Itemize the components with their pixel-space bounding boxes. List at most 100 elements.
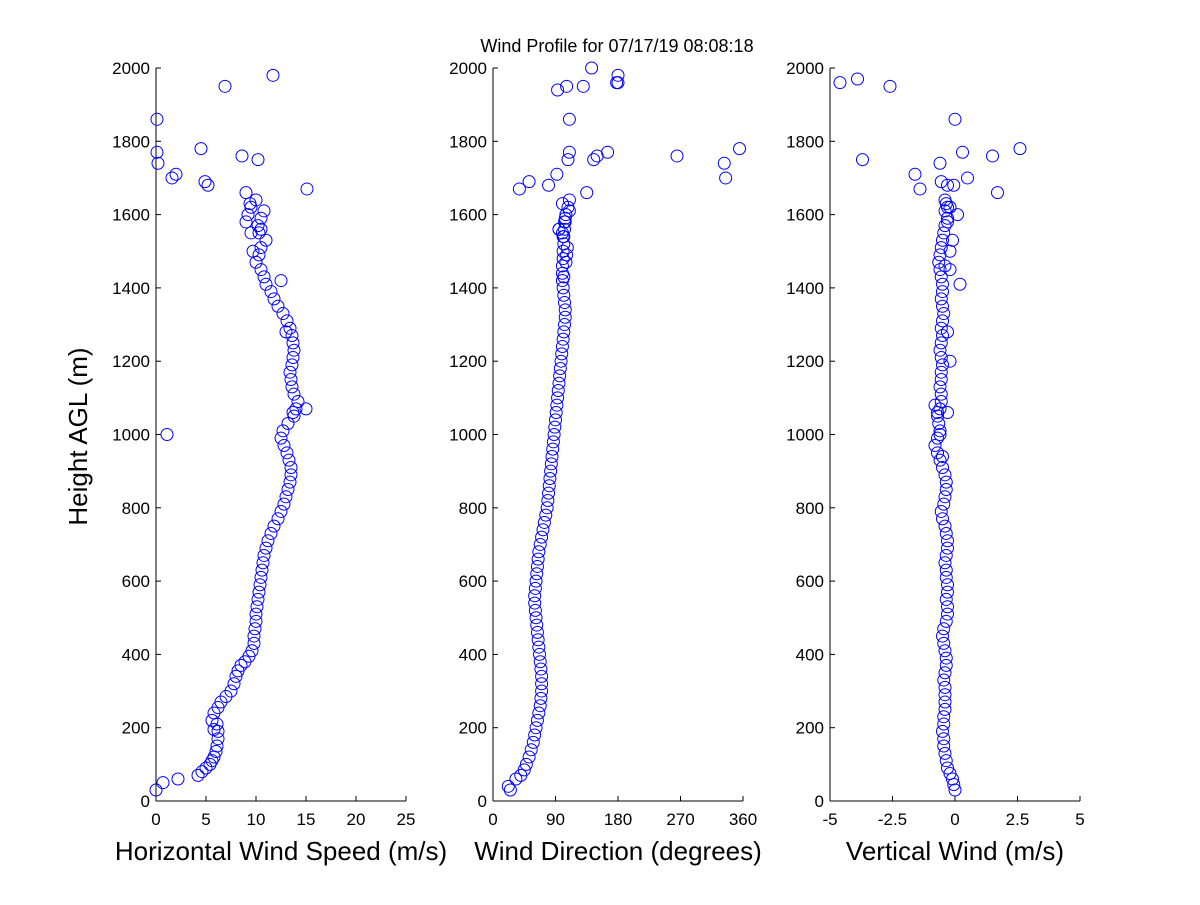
panel-1-data-point	[259, 277, 273, 291]
panel-3-data-point	[938, 219, 952, 233]
panel-2-data-point	[551, 384, 565, 398]
panel-3-data-point	[943, 263, 957, 277]
panel-2-data-point	[542, 486, 556, 500]
panel-1-data-point	[205, 754, 219, 768]
panel-1-x-tick-label: 25	[397, 810, 416, 829]
panel-1-data-point	[254, 263, 268, 277]
panel-2-y-tick-label: 1800	[449, 132, 487, 151]
panel-2-data-point	[534, 662, 548, 676]
panel-1-y-tick-label: 800	[122, 499, 150, 518]
panel-1-data-point	[239, 186, 253, 200]
panel-1-data-point	[247, 636, 261, 650]
panel-3-data-point	[936, 449, 949, 463]
panel-3-data-point	[937, 710, 951, 724]
panel-1-data-point	[156, 776, 170, 790]
panel-2-data-point	[560, 248, 574, 262]
panel-1-data-point	[195, 765, 209, 779]
panel-1-data-point	[287, 387, 301, 401]
panel-1-data-point	[267, 519, 281, 533]
panel-3-data-point	[936, 629, 949, 643]
panel-3-data-point	[833, 76, 847, 90]
panel-3-data-point	[928, 438, 942, 452]
panel-1-data-point	[286, 336, 300, 350]
panel-2-data-point	[585, 61, 599, 75]
chart-title: Wind Profile for 07/17/19 08:08:18	[480, 36, 753, 56]
panel-3-y-tick-label: 1000	[786, 426, 824, 445]
panel-1-data-point	[246, 244, 260, 258]
panel-2-data-point	[549, 406, 563, 420]
panel-3-data-point	[931, 431, 944, 445]
panel-3-data-point	[933, 453, 947, 467]
panel-3-data-point	[939, 592, 953, 606]
panel-3-y-tick-label: 1400	[786, 279, 824, 298]
panel-2-data-point	[543, 471, 557, 485]
panel-1-data-point	[191, 768, 205, 782]
panel-1-data-point	[245, 644, 259, 658]
panel-1-data-point	[299, 402, 313, 416]
panel-1-x-tick-label: 10	[247, 810, 266, 829]
panel-1-data-point	[194, 142, 208, 156]
panel-2-data-point	[553, 362, 567, 376]
panel-1-x-tick-label: 20	[347, 810, 366, 829]
panel-3-data-point	[936, 314, 949, 328]
panel-1-y-tick-label: 1800	[112, 132, 150, 151]
panel-1-data-point	[284, 373, 298, 387]
panel-1-data-point	[266, 68, 280, 82]
panel-1-data-point	[284, 468, 298, 482]
panel-1-data-point	[289, 402, 303, 416]
panel-3-data-point	[933, 424, 947, 438]
panel-1-data-point	[207, 723, 221, 737]
panel-2-x-label: Wind Direction (degrees)	[474, 836, 762, 866]
panel-3-data-point	[939, 475, 953, 489]
panel-3-x-label: Vertical Wind (m/s)	[846, 836, 1064, 866]
panel-2-data-point	[550, 398, 564, 412]
panel-3-data-point	[939, 197, 953, 211]
panel-3-data-point	[934, 351, 948, 365]
panel-2-data-point	[553, 369, 567, 383]
panel-1-data-point	[249, 607, 263, 621]
panel-2-data-point	[560, 79, 574, 93]
panel-2-data-point	[532, 706, 546, 720]
panel-3-data-point	[941, 607, 954, 621]
panel-3-x-tick-label: -2.5	[878, 810, 907, 829]
panel-1-data-point	[259, 233, 273, 247]
panel-2-data-point	[587, 153, 601, 167]
panel-3-x-tick-label: 2.5	[1006, 810, 1030, 829]
panel-2-y-tick-label: 2000	[449, 59, 487, 78]
panel-3-data-point	[936, 724, 949, 738]
panel-1-x-label: Horizontal Wind Speed (m/s)	[115, 836, 447, 866]
panel-3-y-tick-label: 600	[796, 572, 824, 591]
panel-1-data-point	[169, 167, 183, 181]
panel-1-y-tick-label: 1400	[112, 279, 150, 298]
panel-1-data-point	[252, 226, 266, 240]
panel-3-data-point	[947, 178, 961, 192]
panel-3-data-point	[933, 380, 947, 394]
panel-2-data-point	[533, 647, 547, 661]
panel-1-data-point	[257, 270, 271, 284]
panel-1-data-point	[276, 424, 290, 438]
panel-2-data-point	[528, 728, 542, 742]
panel-2-data-point	[558, 318, 572, 332]
panel-1-data-point	[253, 578, 267, 592]
panel-2-y-tick-label: 800	[459, 499, 487, 518]
panel-3-data-point	[936, 233, 949, 247]
panel-2-x-tick-label: 90	[546, 810, 565, 829]
panel-1-data-point	[276, 307, 290, 321]
panel-3-data-point	[936, 285, 949, 299]
panel-1-x-tick-label: 5	[201, 810, 210, 829]
panel-3-data-point	[913, 182, 927, 196]
panel-2-y-tick-label: 200	[459, 719, 487, 738]
panel-3-y-tick-label: 400	[796, 645, 824, 664]
panel-2-data-point	[558, 222, 572, 236]
panel-3-data-point	[937, 497, 951, 511]
panel-2-x-tick-label: 360	[729, 810, 757, 829]
panel-3-data-point	[938, 556, 952, 570]
panel-3-data-point	[946, 233, 959, 247]
panel-3-data-point	[938, 644, 952, 658]
panel-1-y-tick-label: 1200	[112, 352, 150, 371]
panel-1-data-point	[281, 482, 295, 496]
panel-3-data-point	[938, 746, 952, 760]
panel-2-data-point	[512, 182, 526, 196]
